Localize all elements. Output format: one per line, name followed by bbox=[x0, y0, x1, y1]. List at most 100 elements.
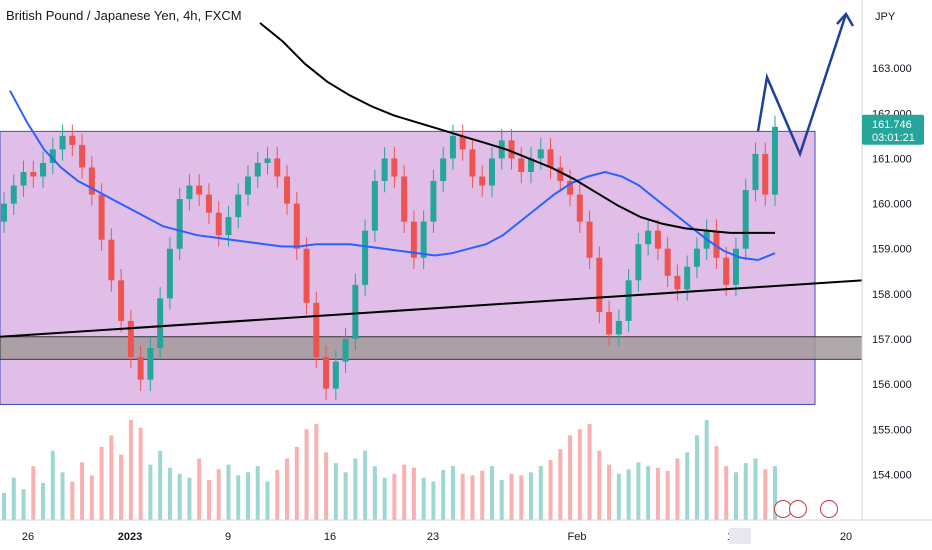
volume-bar bbox=[236, 475, 241, 520]
candle-body bbox=[371, 181, 378, 231]
candle-body bbox=[352, 284, 359, 340]
volume-bar bbox=[304, 429, 309, 520]
candle-body bbox=[98, 194, 105, 240]
candle-body bbox=[332, 361, 339, 389]
volume-bar bbox=[392, 473, 397, 520]
volume-bar bbox=[167, 467, 172, 520]
candle-body bbox=[772, 126, 778, 195]
candle-body bbox=[606, 311, 613, 335]
volume-bar bbox=[285, 458, 290, 520]
candle-body bbox=[518, 158, 525, 172]
volume-bar bbox=[704, 420, 709, 520]
volume-bar bbox=[89, 475, 94, 520]
candle-body bbox=[391, 158, 398, 177]
candle-body bbox=[49, 149, 56, 163]
candle-body bbox=[547, 149, 554, 168]
candle-body bbox=[342, 339, 349, 362]
candle-body bbox=[118, 280, 125, 321]
volume-bar bbox=[314, 423, 319, 520]
x-tick-label: 2023 bbox=[118, 531, 142, 543]
candle-body bbox=[732, 248, 739, 285]
volume-bar bbox=[402, 464, 407, 520]
candle-body bbox=[635, 244, 642, 281]
volume-bar bbox=[529, 472, 534, 520]
volume-bar bbox=[441, 470, 446, 520]
candle-body bbox=[723, 257, 730, 285]
japan-flag-icon[interactable] bbox=[820, 500, 838, 518]
volume-bar bbox=[31, 466, 36, 520]
volume-bar bbox=[733, 472, 738, 520]
currency-label: JPY bbox=[875, 11, 896, 23]
candle-body bbox=[537, 149, 544, 159]
y-tick-label: 160.000 bbox=[872, 199, 912, 211]
volume-bar bbox=[587, 423, 592, 520]
candle-body bbox=[157, 298, 164, 349]
candle-body bbox=[625, 280, 632, 321]
volume-bar bbox=[480, 470, 485, 520]
candle-body bbox=[293, 203, 300, 249]
candle-body bbox=[498, 140, 505, 159]
volume-bar bbox=[255, 466, 260, 520]
volume-bar bbox=[470, 475, 475, 520]
volume-bar bbox=[616, 473, 621, 520]
candle-body bbox=[166, 248, 173, 299]
volume-bar bbox=[128, 420, 133, 520]
volume-bar bbox=[333, 463, 338, 520]
candle-body bbox=[205, 194, 212, 213]
volume-bar bbox=[70, 481, 75, 520]
candle-body bbox=[196, 185, 203, 195]
y-tick-label: 157.000 bbox=[872, 334, 912, 346]
trendline bbox=[0, 279, 863, 338]
x-tick-label: Feb bbox=[568, 531, 587, 543]
volume-bar bbox=[411, 467, 416, 520]
volume-bar bbox=[489, 466, 494, 520]
candle-body bbox=[762, 153, 769, 195]
volume-bar bbox=[294, 446, 299, 520]
volume-bar bbox=[685, 452, 690, 520]
volume-bar bbox=[21, 489, 26, 520]
volume-bar bbox=[148, 464, 153, 520]
volume-bar bbox=[275, 470, 280, 520]
candle-body bbox=[713, 230, 720, 258]
candle-body bbox=[440, 158, 447, 182]
volume-bar bbox=[724, 466, 729, 520]
x-tick-label: 20 bbox=[840, 531, 852, 543]
projection-arrowhead bbox=[836, 11, 855, 27]
y-tick-label: 161.000 bbox=[872, 153, 912, 165]
x-tick-label: 26 bbox=[22, 531, 34, 543]
candle-body bbox=[59, 135, 66, 150]
candle-body bbox=[430, 181, 437, 222]
uk-flag-icon[interactable] bbox=[789, 500, 807, 518]
candle-body bbox=[225, 217, 232, 236]
candle-body bbox=[284, 176, 291, 204]
volume-bar bbox=[265, 481, 270, 520]
volume-bar bbox=[460, 473, 465, 520]
volume-bar bbox=[646, 466, 651, 520]
candle-body bbox=[645, 230, 652, 245]
volume-bar bbox=[626, 469, 631, 520]
projection-path bbox=[756, 13, 848, 158]
volume-bar bbox=[431, 481, 436, 520]
candle-body bbox=[40, 162, 47, 177]
candle-body bbox=[654, 230, 661, 249]
candle-body bbox=[684, 266, 691, 290]
volume-bar bbox=[353, 458, 358, 520]
volume-bar bbox=[216, 469, 221, 520]
slow-moving-average-line bbox=[259, 22, 775, 234]
volume-bar bbox=[50, 450, 55, 520]
volume-bar bbox=[2, 493, 6, 520]
candle-body bbox=[362, 230, 369, 285]
candle-body bbox=[10, 185, 17, 204]
last-price-tag bbox=[862, 114, 924, 145]
volume-bar bbox=[655, 467, 660, 520]
candle-body bbox=[215, 212, 222, 236]
volume-bar bbox=[226, 464, 231, 520]
candle-body bbox=[176, 199, 183, 249]
volume-bar bbox=[519, 475, 524, 520]
y-tick-label: 163.000 bbox=[872, 63, 912, 75]
candle-body bbox=[244, 176, 251, 195]
candle-body bbox=[254, 162, 261, 177]
volume-bar bbox=[382, 477, 387, 520]
candle-body bbox=[557, 167, 564, 182]
candle-body bbox=[674, 275, 681, 290]
